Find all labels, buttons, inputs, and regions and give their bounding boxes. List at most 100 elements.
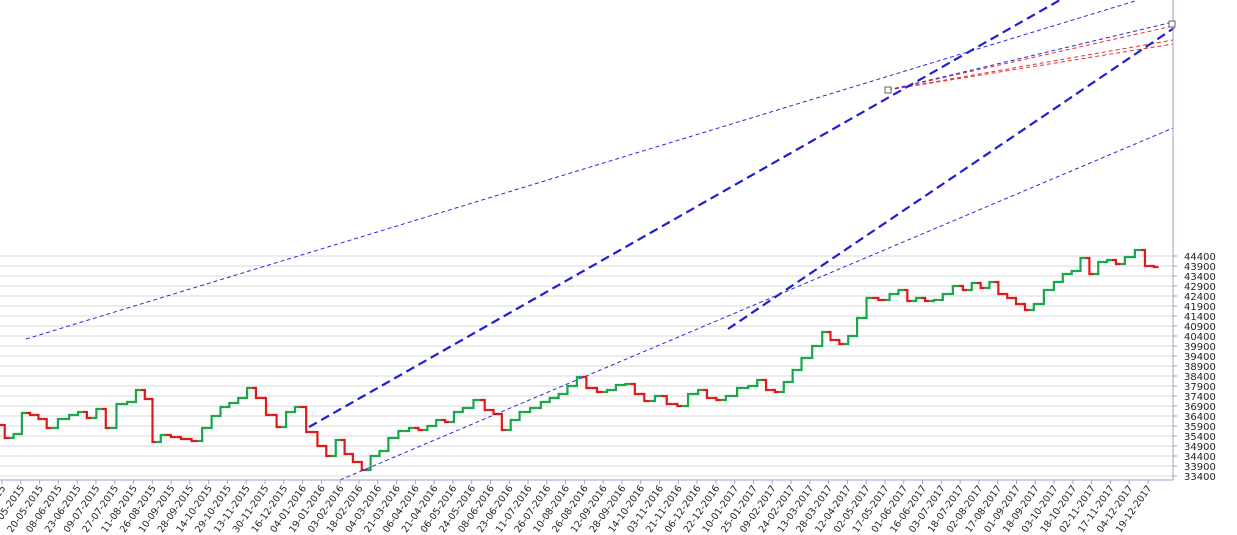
price-segment: [885, 292, 894, 302]
price-segment: [920, 296, 930, 303]
price-segment: [611, 383, 621, 392]
price-segment: [313, 430, 322, 448]
y-tick-label: 37400: [1184, 392, 1216, 403]
price-segment: [1140, 248, 1150, 268]
price-segment: [620, 382, 631, 387]
price-segment: [649, 394, 661, 403]
price-segment: [788, 368, 797, 384]
price-segment: [1075, 256, 1086, 273]
fan-line: [887, 25, 1174, 91]
y-tick-label: 37900: [1184, 382, 1216, 393]
price-segment: [1102, 258, 1112, 264]
price-segment: [1029, 302, 1038, 312]
price-segment: [946, 284, 959, 296]
anchor-handle-left[interactable]: [884, 86, 892, 94]
y-tick-label: 36400: [1184, 412, 1216, 423]
price-segment: [321, 444, 332, 458]
price-segment: [185, 437, 198, 443]
price-segment: [392, 429, 405, 440]
price-segment: [761, 378, 771, 392]
price-segment: [176, 435, 186, 441]
price-segment: [743, 384, 754, 390]
price-segment: [1002, 292, 1012, 300]
price-segment: [260, 396, 272, 417]
trend-line: [339, 127, 1174, 481]
price-segment: [660, 394, 673, 406]
price-segment: [50, 417, 66, 430]
fan-line: [887, 43, 1174, 91]
price-segment: [893, 288, 904, 296]
fan-lines: [887, 25, 1174, 91]
price-segment: [630, 382, 640, 396]
price-segment: [281, 410, 291, 429]
price-segment: [366, 454, 375, 472]
price-segment: [861, 296, 872, 320]
price-segment: [290, 405, 300, 414]
y-tick-label: 38900: [1184, 362, 1216, 373]
anchor-handle-right[interactable]: [1168, 20, 1176, 28]
y-tick-label: 38400: [1184, 372, 1216, 383]
price-segment: [1149, 264, 1159, 269]
price-segment: [562, 384, 573, 396]
price-segment: [431, 418, 441, 428]
price-segment: [1058, 272, 1068, 284]
price-segment: [826, 330, 835, 342]
price-segment: [929, 298, 939, 303]
y-tick-label: 41400: [1184, 312, 1216, 323]
price-segment: [672, 402, 683, 408]
y-tick-label: 42900: [1184, 282, 1216, 293]
price-segment: [1111, 258, 1121, 266]
price-segment: [639, 392, 650, 403]
price-segment: [299, 405, 314, 434]
y-axis-ticks: 3340033900344003490035400359003640036900…: [1173, 252, 1216, 483]
y-tick-label: 42400: [1184, 292, 1216, 303]
price-segment: [131, 388, 141, 404]
price-segment: [1049, 280, 1059, 292]
price-segment: [1020, 302, 1030, 312]
price-segment: [602, 388, 612, 394]
price-segment: [206, 414, 217, 430]
price-segment: [34, 413, 43, 421]
price-segment: [82, 410, 92, 420]
y-tick-label: 41900: [1184, 302, 1216, 313]
y-tick-label: 33900: [1184, 462, 1216, 473]
price-segment: [404, 426, 414, 433]
price-segment: [42, 417, 51, 430]
price-segment: [374, 449, 385, 458]
price-segment: [224, 401, 235, 409]
y-tick-label: 40900: [1184, 322, 1216, 333]
price-segment: [466, 398, 480, 410]
fan-line: [887, 39, 1174, 91]
price-segment: [682, 392, 694, 408]
price-segment: [581, 375, 592, 390]
price-segment: [852, 316, 862, 338]
y-tick-label: 43900: [1184, 262, 1216, 273]
price-segment: [17, 411, 27, 436]
y-tick-label: 39900: [1184, 342, 1216, 353]
y-tick-label: 33400: [1184, 472, 1216, 483]
price-segment: [1128, 248, 1141, 259]
price-segment: [73, 410, 83, 417]
price-segment: [903, 288, 912, 303]
price-segment: [911, 296, 921, 303]
price-segment: [216, 405, 225, 418]
price-segment: [1037, 288, 1050, 306]
price-segment: [65, 413, 74, 421]
price-segment: [844, 334, 853, 346]
price-segment: [515, 410, 524, 422]
trend-line: [25, 0, 1136, 340]
y-tick-label: 35900: [1184, 422, 1216, 433]
channel-line: [308, 0, 1061, 428]
price-segment: [958, 284, 968, 292]
price-segment: [423, 424, 432, 432]
price-segment: [1011, 296, 1021, 306]
price-segment: [730, 386, 744, 398]
y-tick-label: 40400: [1184, 332, 1216, 343]
price-segment: [9, 432, 18, 440]
price-segment: [234, 396, 243, 405]
price-segment: [0, 423, 10, 440]
gridlines: [0, 255, 1173, 477]
y-tick-label: 39400: [1184, 352, 1216, 363]
y-tick-label: 34900: [1184, 442, 1216, 453]
